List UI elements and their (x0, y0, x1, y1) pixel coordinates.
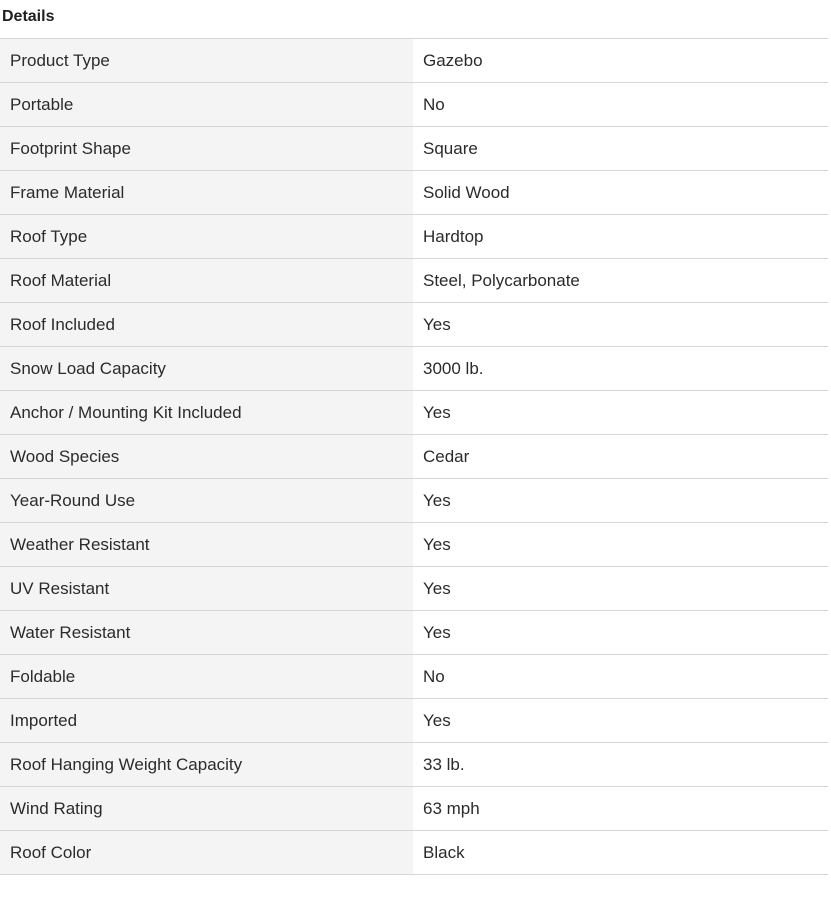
spec-label: Roof Material (0, 258, 413, 303)
spec-value: Steel, Polycarbonate (413, 258, 828, 303)
spec-label: Imported (0, 698, 413, 743)
spec-value: Yes (413, 478, 828, 523)
spec-label: Wood Species (0, 434, 413, 479)
spec-value: Yes (413, 610, 828, 655)
table-row: Wood Species Cedar (0, 434, 828, 479)
spec-value: Yes (413, 566, 828, 611)
spec-label: Roof Color (0, 830, 413, 875)
spec-value: No (413, 654, 828, 699)
table-row: Footprint Shape Square (0, 126, 828, 171)
details-table: Product Type Gazebo Portable No Footprint Sh… (0, 38, 828, 875)
spec-label: Foldable (0, 654, 413, 699)
table-row: Weather Resistant Yes (0, 522, 828, 567)
table-row: Year-Round Use Yes (0, 478, 828, 523)
table-row: Roof Material Steel, Polycarbonate (0, 258, 828, 303)
spec-label: Roof Hanging Weight Capacity (0, 742, 413, 787)
table-row: Roof Hanging Weight Capacity 33 lb. (0, 742, 828, 787)
spec-value: Square (413, 126, 828, 171)
spec-value: Gazebo (413, 38, 828, 83)
spec-value: 33 lb. (413, 742, 828, 787)
spec-label: Product Type (0, 38, 413, 83)
spec-label: Roof Included (0, 302, 413, 347)
table-row: Portable No (0, 82, 828, 127)
spec-label: Anchor / Mounting Kit Included (0, 390, 413, 435)
table-row: Roof Included Yes (0, 302, 828, 347)
spec-value: Yes (413, 302, 828, 347)
table-row: Foldable No (0, 654, 828, 699)
table-row: Water Resistant Yes (0, 610, 828, 655)
spec-label: Water Resistant (0, 610, 413, 655)
spec-label: Wind Rating (0, 786, 413, 831)
table-row: Imported Yes (0, 698, 828, 743)
spec-value: 3000 lb. (413, 346, 828, 391)
spec-value: Yes (413, 698, 828, 743)
table-row: Anchor / Mounting Kit Included Yes (0, 390, 828, 435)
spec-label: Year-Round Use (0, 478, 413, 523)
spec-value: No (413, 82, 828, 127)
spec-label: UV Resistant (0, 566, 413, 611)
spec-value: 63 mph (413, 786, 828, 831)
table-row: Wind Rating 63 mph (0, 786, 828, 831)
spec-label: Portable (0, 82, 413, 127)
spec-label: Roof Type (0, 214, 413, 259)
spec-value: Yes (413, 522, 828, 567)
details-heading: Details (2, 8, 55, 25)
spec-value: Yes (413, 390, 828, 435)
table-row: Roof Type Hardtop (0, 214, 828, 259)
table-row: UV Resistant Yes (0, 566, 828, 611)
spec-value: Black (413, 830, 828, 875)
table-row: Product Type Gazebo (0, 38, 828, 83)
spec-label: Footprint Shape (0, 126, 413, 171)
table-row: Frame Material Solid Wood (0, 170, 828, 215)
spec-value: Cedar (413, 434, 828, 479)
spec-label: Snow Load Capacity (0, 346, 413, 391)
table-row: Snow Load Capacity 3000 lb. (0, 346, 828, 391)
spec-value: Solid Wood (413, 170, 828, 215)
spec-label: Weather Resistant (0, 522, 413, 567)
spec-label: Frame Material (0, 170, 413, 215)
spec-value: Hardtop (413, 214, 828, 259)
table-row: Roof Color Black (0, 830, 828, 875)
